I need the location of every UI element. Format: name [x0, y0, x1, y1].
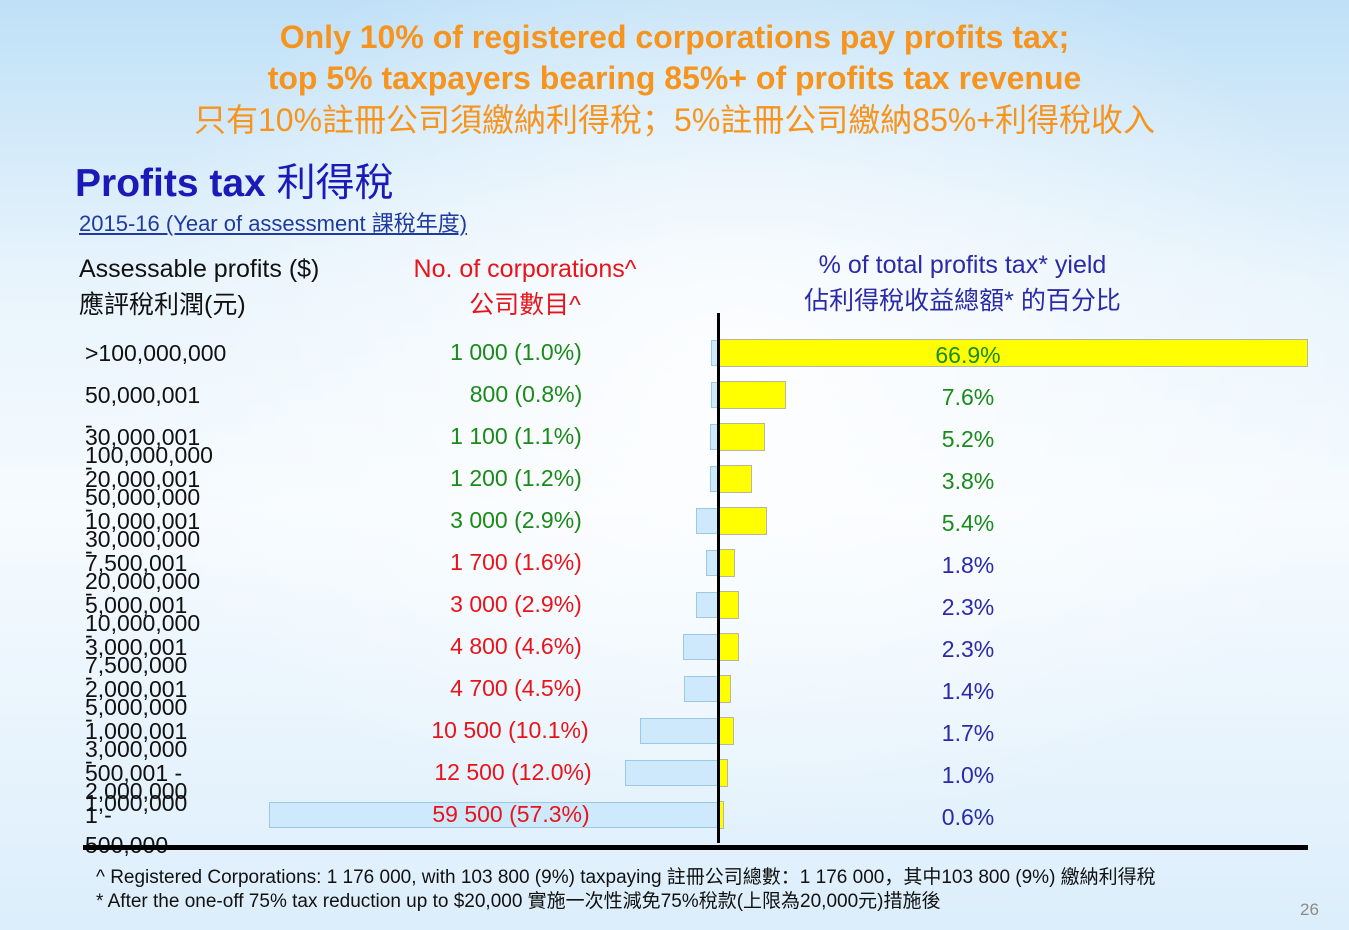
- corporation-share-bar: [624, 760, 719, 786]
- column-header-yield-zh: 佔利得稅收益總額* 的百分比: [804, 287, 1121, 315]
- corporation-share-bar: [269, 802, 719, 828]
- profit-band-label: 30,000,001 - 50,000,000: [85, 424, 201, 510]
- tax-yield-label: 2.3%: [941, 636, 995, 662]
- corporation-count-label: 4 800 (4.6%): [450, 633, 582, 659]
- profit-band-label: 5,000,001 - 7,500,000: [85, 592, 188, 678]
- tax-yield-label: 5.4%: [941, 510, 995, 536]
- column-header-profits-zh: 應評稅利潤(元): [79, 291, 246, 319]
- column-header-tax-yield: % of total profits tax* yield 佔利得稅收益總額* …: [770, 247, 1155, 319]
- tax-yield-bar: [719, 507, 767, 535]
- tax-yield-label: 7.6%: [941, 384, 995, 410]
- section-title: Profits tax 利得稅: [75, 152, 394, 208]
- footnote-tax-reduction: * After the one-off 75% tax reduction up…: [96, 891, 941, 912]
- footnote-registered-corporations: ^ Registered Corporations: 1 176 000, wi…: [96, 867, 1156, 888]
- tax-yield-bar: [719, 717, 734, 745]
- corporation-share-bar: [682, 634, 719, 660]
- tax-yield-bar: [719, 423, 765, 451]
- profit-band-label: 3,000,001 - 5,000,000: [85, 634, 188, 720]
- tax-yield-label: 1.7%: [941, 720, 995, 746]
- column-header-assessable-profits: Assessable profits ($) 應評稅利潤(元): [79, 251, 319, 323]
- tax-yield-bar: [719, 759, 728, 787]
- corporation-count-label: 1 000 (1.0%): [450, 339, 582, 365]
- headline-line-3: 只有10%註冊公司須繳納利得稅；5%註冊公司繳納85%+利得稅收入: [193, 102, 1156, 138]
- tax-yield-label: 3.8%: [941, 468, 995, 494]
- bottom-rule: [83, 845, 1308, 850]
- profit-band-label: 1 - 500,000: [85, 802, 168, 858]
- corporation-count-label: 4 700 (4.5%): [450, 675, 582, 701]
- profit-band-label: 10,000,001 - 20,000,000: [85, 508, 201, 594]
- headline-line-2: top 5% taxpayers bearing 85%+ of profits…: [267, 60, 1082, 96]
- year-of-assessment-label: 2015-16 (Year of assessment 課稅年度): [79, 211, 468, 236]
- corporation-share-bar: [683, 676, 719, 702]
- tax-yield-label: 5.2%: [941, 426, 995, 452]
- tax-yield-label: 1.0%: [941, 762, 995, 788]
- profit-band-label: 500,001 - 1,000,000: [85, 760, 188, 816]
- page-number: 26: [1300, 900, 1319, 919]
- tax-yield-label: 0.6%: [941, 804, 995, 830]
- tax-yield-bar: [719, 675, 732, 703]
- tax-yield-bar: [719, 339, 1308, 367]
- tax-yield-bar: [719, 633, 740, 661]
- profit-band-label: >100,000,000: [85, 340, 227, 366]
- headline-line-1: Only 10% of registered corporations pay …: [279, 19, 1070, 55]
- corporation-count-label: 1 700 (1.6%): [450, 549, 582, 575]
- tax-yield-label: 2.3%: [941, 594, 995, 620]
- column-header-corps-en: No. of corporations^: [413, 255, 637, 283]
- corporation-count-label: 1 100 (1.1%): [450, 423, 582, 449]
- corporation-count-label: 3 000 (2.9%): [450, 591, 582, 617]
- section-title-zh: 利得稅: [276, 162, 394, 205]
- tax-yield-label: 1.4%: [941, 678, 995, 704]
- column-header-corporations: No. of corporations^ 公司數目^: [400, 251, 650, 323]
- profit-band-label: 1,000,001 - 2,000,000: [85, 718, 188, 804]
- tax-yield-bar: [719, 465, 753, 493]
- corporation-count-label: 800 (0.8%): [469, 381, 583, 407]
- chart-axis-line: [717, 313, 720, 843]
- corporation-share-bar: [639, 718, 719, 744]
- corporation-share-bar: [696, 592, 719, 618]
- corporation-count-label: 3 000 (2.9%): [450, 507, 582, 533]
- profit-band-label: 50,000,001 - 100,000,000: [85, 382, 213, 468]
- section-title-en: Profits tax: [75, 162, 266, 205]
- profit-band-label: 2,000,001 - 3,000,000: [85, 676, 188, 762]
- column-header-yield-en: % of total profits tax* yield: [818, 251, 1107, 279]
- column-header-corps-zh: 公司數目^: [469, 291, 581, 319]
- tax-yield-label: 66.9%: [935, 342, 1001, 368]
- tax-yield-label: 1.8%: [941, 552, 995, 578]
- column-header-profits-en: Assessable profits ($): [79, 255, 320, 283]
- corporation-count-label: 1 200 (1.2%): [450, 465, 582, 491]
- tax-yield-bar: [719, 381, 786, 409]
- corporation-count-label: 59 500 (57.3%): [432, 801, 590, 827]
- profit-band-label: 7,500,001 - 10,000,000: [85, 550, 201, 636]
- tax-yield-bar: [719, 549, 735, 577]
- corporation-count-label: 12 500 (12.0%): [434, 759, 592, 785]
- tax-yield-bar: [719, 591, 740, 619]
- corporation-count-label: 10 500 (10.1%): [431, 717, 589, 743]
- corporation-share-bar: [696, 508, 719, 534]
- profit-band-label: 20,000,001 - 30,000,000: [85, 466, 201, 552]
